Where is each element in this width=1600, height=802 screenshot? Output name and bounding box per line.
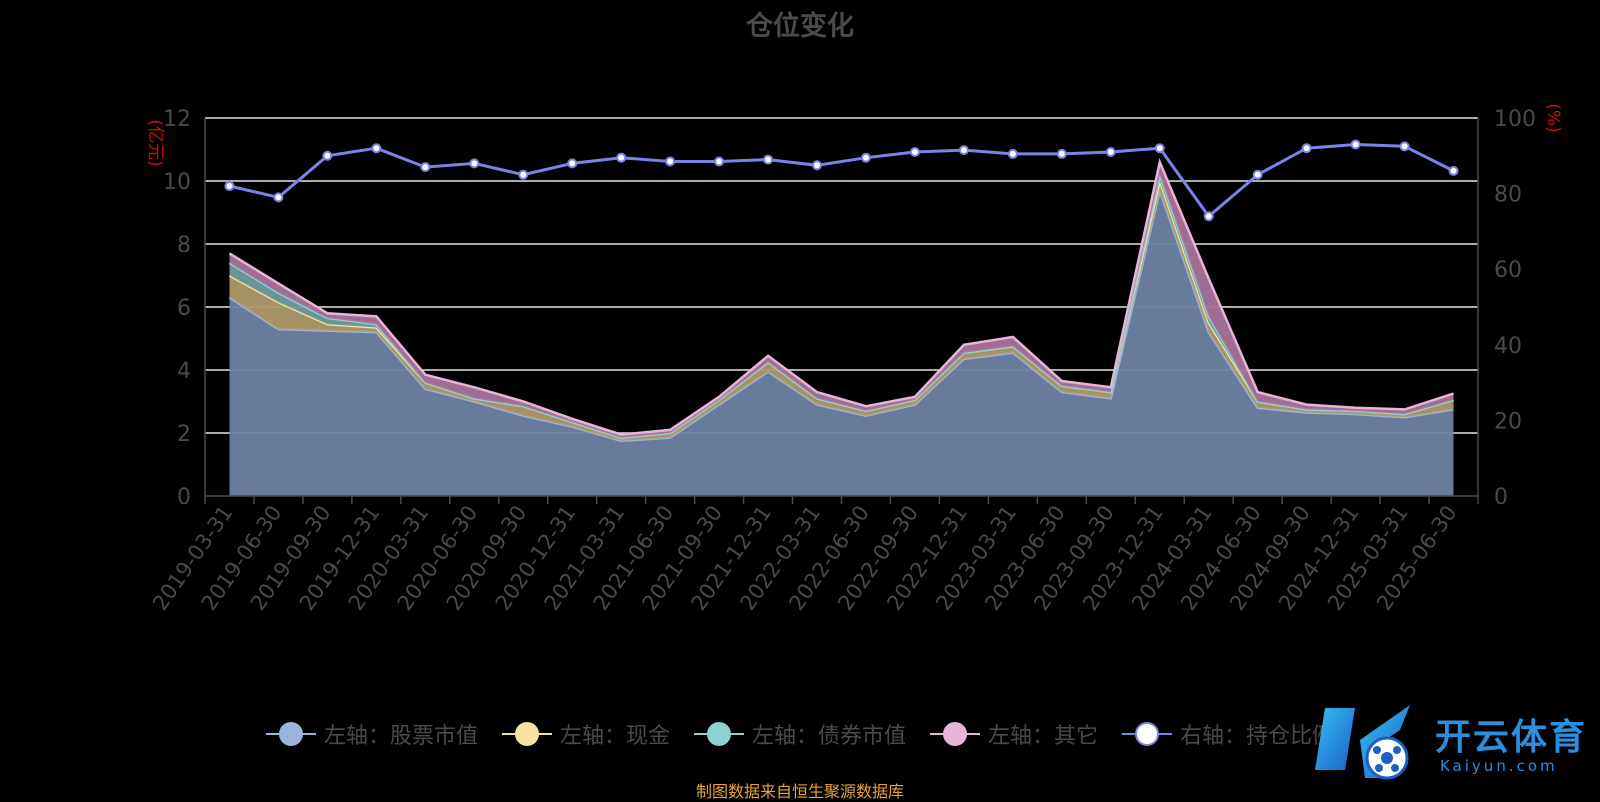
ratio-point xyxy=(1448,165,1459,176)
ratio-point xyxy=(371,143,382,154)
ratio-point xyxy=(665,156,676,167)
right-tick-label: 80 xyxy=(1494,183,1522,208)
legend-item[interactable]: 左轴：其它 xyxy=(930,718,1098,750)
right-tick-label: 100 xyxy=(1494,107,1536,132)
ratio-series-line xyxy=(229,142,1455,219)
right-tick-label: 60 xyxy=(1494,258,1522,283)
legend-item[interactable]: 左轴：债券市值 xyxy=(693,718,906,750)
left-axis-label: (亿元) xyxy=(145,119,165,166)
watermark-subtext: Kaiyun.com xyxy=(1440,757,1558,775)
ratio-point xyxy=(1105,147,1116,158)
ratio-point xyxy=(958,145,969,156)
ratio-point xyxy=(567,158,578,169)
ratio-point xyxy=(909,147,920,158)
left-tick-label: 8 xyxy=(177,233,191,258)
right-axis-label: (%) xyxy=(1543,103,1563,132)
legend-marker-icon xyxy=(1122,721,1173,747)
ratio-point xyxy=(812,160,823,171)
source-note: 制图数据来自恒生聚源数据库 xyxy=(695,782,904,801)
ratio-point xyxy=(1301,143,1312,154)
area-series-line-4 xyxy=(228,157,1454,436)
left-tick-label: 10 xyxy=(163,170,191,195)
left-tick-label: 2 xyxy=(177,422,191,447)
ratio-point xyxy=(860,152,871,163)
ratio-point xyxy=(1056,148,1067,159)
area-series-1 xyxy=(229,190,1454,496)
left-tick-label: 12 xyxy=(163,107,191,132)
ratio-point xyxy=(1399,141,1410,152)
watermark-logo xyxy=(1315,705,1410,780)
ratio-point xyxy=(273,192,284,203)
right-tick-label: 40 xyxy=(1494,334,1522,359)
legend-label: 左轴：债券市值 xyxy=(751,724,906,749)
legend-marker-icon xyxy=(265,721,316,747)
ratio-point xyxy=(1203,211,1214,222)
ratio-point xyxy=(1350,139,1361,150)
legend-label: 左轴：现金 xyxy=(559,724,670,749)
position-change-chart: 024681012020406080100(亿元)(%)2019-03-3120… xyxy=(145,103,1563,615)
chart-title: 仓位变化 xyxy=(746,11,854,42)
ratio-point xyxy=(224,181,235,192)
ratio-point xyxy=(1252,169,1263,180)
legend-item[interactable]: 右轴：持仓比例 xyxy=(1122,718,1334,750)
ratio-point xyxy=(420,162,431,173)
right-tick-label: 20 xyxy=(1494,409,1522,434)
right-tick-label: 0 xyxy=(1494,485,1508,510)
ratio-point xyxy=(1007,148,1018,159)
area-series-4 xyxy=(229,162,1454,438)
ratio-point xyxy=(616,152,627,163)
ratio-point xyxy=(469,158,480,169)
legend-label: 右轴：持仓比例 xyxy=(1180,724,1335,749)
ratio-line xyxy=(224,139,1459,222)
left-tick-label: 6 xyxy=(177,296,191,321)
legend: 左轴：股票市值 左轴：现金 左轴：债券市值 左轴：其它 右轴：持仓比例 xyxy=(0,718,1600,750)
ratio-point xyxy=(714,156,725,167)
ratio-point xyxy=(1154,143,1165,154)
legend-label: 左轴：股票市值 xyxy=(323,724,478,749)
legend-marker-icon xyxy=(693,721,744,747)
ratio-point xyxy=(763,154,774,165)
left-tick-label: 4 xyxy=(177,359,191,384)
legend-item[interactable]: 左轴：股票市值 xyxy=(265,718,478,750)
legend-label: 左轴：其它 xyxy=(988,724,1099,749)
ratio-point xyxy=(518,169,529,180)
ratio-point xyxy=(322,150,333,161)
legend-marker-icon xyxy=(501,721,552,747)
watermark-text: 开云体育 xyxy=(1435,717,1588,758)
left-tick-label: 0 xyxy=(177,485,191,510)
legend-marker-icon xyxy=(930,721,980,747)
legend-item[interactable]: 左轴：现金 xyxy=(501,718,670,750)
stacked-areas xyxy=(228,157,1454,496)
